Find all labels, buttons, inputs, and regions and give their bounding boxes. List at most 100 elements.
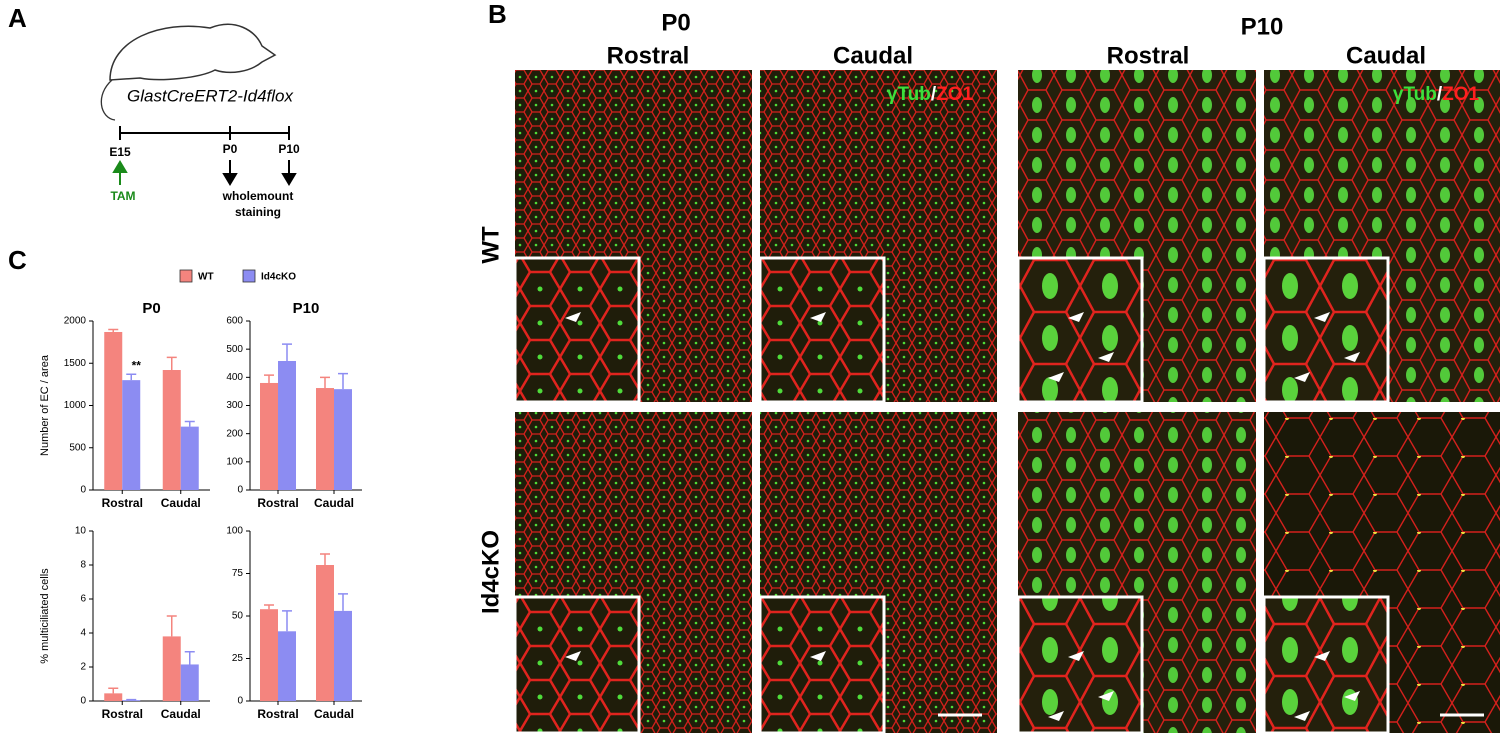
y-tick-label: 100 bbox=[226, 456, 243, 467]
bar bbox=[122, 700, 141, 701]
y-tick-label: 25 bbox=[232, 653, 244, 664]
inset bbox=[758, 256, 886, 404]
bar bbox=[334, 389, 352, 490]
y-axis-label: Number of EC / area bbox=[39, 354, 51, 456]
bar bbox=[278, 631, 296, 701]
error-bar bbox=[166, 356, 177, 371]
x-tick-label: Rostral bbox=[102, 496, 143, 510]
error-bar bbox=[320, 376, 330, 389]
bar bbox=[316, 565, 334, 701]
y-axis-label: % multiciliated cells bbox=[39, 568, 51, 664]
treatment: TAM bbox=[110, 189, 135, 203]
bar bbox=[180, 664, 199, 701]
bar bbox=[316, 388, 334, 490]
arrowhead bbox=[1344, 691, 1360, 701]
bar bbox=[104, 693, 123, 701]
inset bbox=[1262, 595, 1390, 735]
error-bar bbox=[108, 687, 119, 694]
error-bar bbox=[184, 650, 195, 665]
bar bbox=[162, 370, 181, 490]
panel-label: C bbox=[8, 245, 27, 275]
arrowhead bbox=[1294, 372, 1310, 382]
significance: ** bbox=[132, 358, 142, 372]
age-header: P0 bbox=[661, 9, 690, 36]
y-tick-label: 500 bbox=[69, 442, 86, 453]
y-tick-label: 600 bbox=[226, 316, 243, 327]
y-tick-label: 0 bbox=[80, 485, 86, 496]
y-tick-label: 1000 bbox=[64, 400, 87, 411]
bar bbox=[104, 331, 123, 490]
error-bar bbox=[126, 373, 137, 381]
timeline-label: E15 bbox=[109, 145, 131, 159]
y-tick-label: 50 bbox=[232, 611, 244, 622]
arrowhead bbox=[1048, 711, 1064, 721]
inset bbox=[1016, 595, 1144, 735]
timeline-label: P10 bbox=[278, 142, 300, 156]
error-bar bbox=[184, 420, 195, 427]
y-tick-label: 0 bbox=[80, 696, 86, 707]
mouse-drawing bbox=[109, 23, 277, 81]
bar bbox=[180, 426, 199, 490]
stain-part: ZO1 bbox=[936, 84, 973, 105]
panel-label: A bbox=[8, 3, 27, 33]
arrowhead bbox=[1048, 372, 1064, 382]
age-header: P10 bbox=[1241, 13, 1284, 40]
bar bbox=[162, 636, 181, 701]
error-bar bbox=[338, 372, 348, 390]
legend-swatch bbox=[242, 269, 256, 283]
y-tick-label: 200 bbox=[226, 428, 243, 439]
arrow bbox=[222, 160, 238, 186]
legend-swatch bbox=[179, 269, 193, 283]
y-tick-label: 8 bbox=[80, 560, 86, 571]
y-tick-label: 2 bbox=[80, 662, 86, 673]
arrow bbox=[281, 160, 297, 186]
legend-label: WT bbox=[198, 272, 214, 283]
arrowhead bbox=[565, 312, 581, 322]
chart-title: P10 bbox=[293, 300, 320, 317]
genotype: GlastCreERT2-Id4flox bbox=[127, 86, 293, 105]
bar bbox=[122, 380, 141, 490]
bar bbox=[260, 609, 278, 701]
y-tick-label: 300 bbox=[226, 400, 243, 411]
y-tick-label: 2000 bbox=[64, 316, 87, 327]
arrowhead bbox=[1314, 312, 1330, 322]
error-bar bbox=[108, 328, 119, 332]
x-tick-label: Caudal bbox=[314, 707, 354, 721]
bar bbox=[334, 610, 352, 701]
stain-part: / bbox=[931, 84, 937, 105]
error-bar bbox=[166, 615, 177, 637]
chart-title: P0 bbox=[142, 300, 160, 317]
stain-part: γTub bbox=[887, 84, 931, 105]
y-tick-label: 4 bbox=[80, 628, 86, 639]
x-tick-label: Caudal bbox=[161, 707, 201, 721]
bar bbox=[278, 360, 296, 490]
y-tick-label: 500 bbox=[226, 344, 243, 355]
error-bar bbox=[264, 604, 274, 610]
region-header: Rostral bbox=[1107, 42, 1190, 69]
arrowhead bbox=[810, 312, 826, 322]
y-tick-label: 400 bbox=[226, 372, 243, 383]
y-tick-label: 0 bbox=[237, 485, 243, 496]
x-tick-label: Rostral bbox=[257, 707, 298, 721]
inset bbox=[513, 256, 641, 404]
y-tick-label: 1500 bbox=[64, 358, 87, 369]
stain-label: γTub/ZO1 bbox=[1393, 84, 1480, 105]
bar bbox=[260, 382, 278, 490]
inset bbox=[513, 595, 641, 735]
timeline-label: P0 bbox=[223, 142, 238, 156]
arrowhead bbox=[1344, 352, 1360, 362]
y-tick-label: 75 bbox=[232, 568, 244, 579]
x-tick-label: Caudal bbox=[314, 496, 354, 510]
x-tick-label: Rostral bbox=[257, 496, 298, 510]
error-bar bbox=[320, 553, 330, 565]
row-header: Id4cKO bbox=[477, 530, 504, 614]
error-bar bbox=[264, 374, 274, 383]
y-tick-label: 10 bbox=[75, 526, 87, 537]
error-bar bbox=[338, 593, 348, 611]
arrowhead bbox=[1068, 651, 1084, 661]
tam-arrow bbox=[112, 160, 128, 185]
arrowhead bbox=[565, 651, 581, 661]
row-header: WT bbox=[477, 226, 504, 264]
inset bbox=[758, 595, 886, 735]
